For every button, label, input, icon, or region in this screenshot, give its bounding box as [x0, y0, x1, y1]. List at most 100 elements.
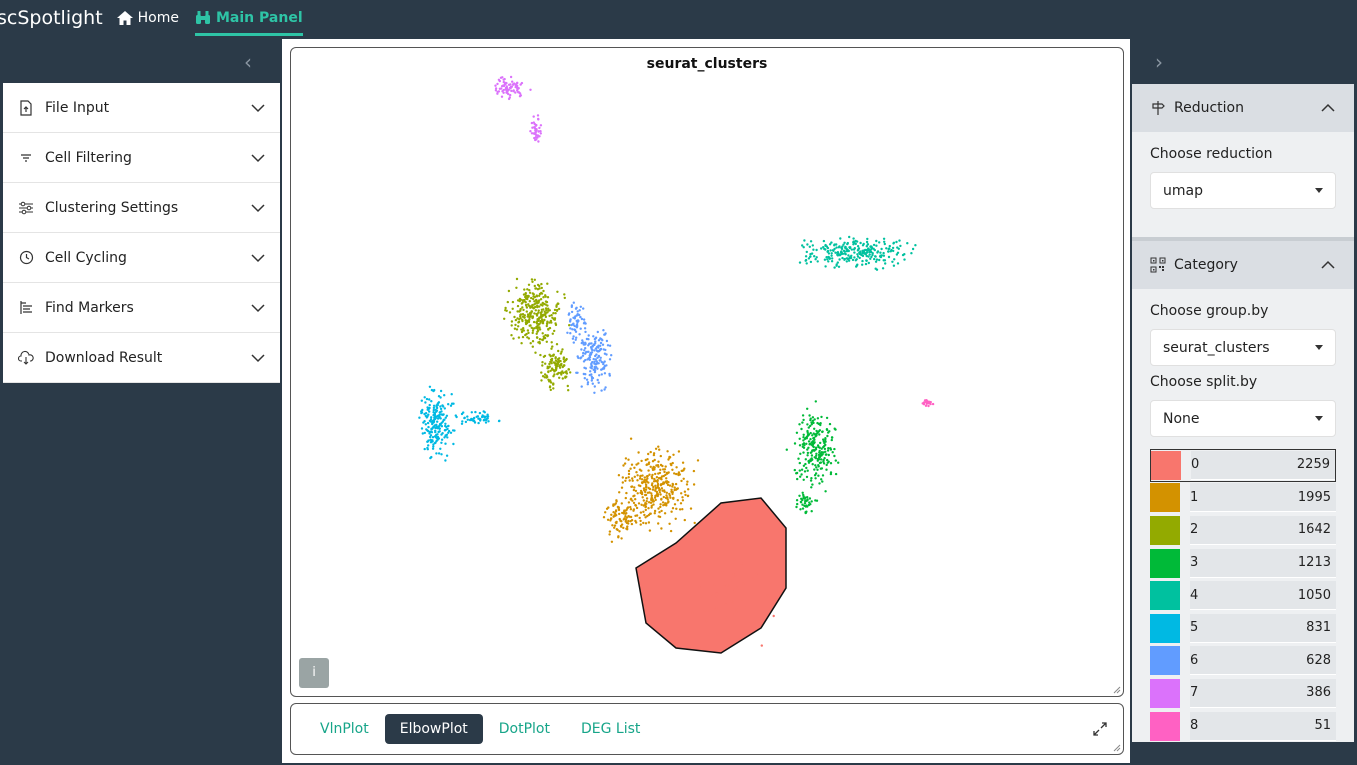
cell-point: [613, 524, 617, 527]
tab-elbowplot[interactable]: ElbowPlot: [384, 714, 483, 744]
cell-point: [623, 517, 626, 520]
chevron-down-icon[interactable]: [250, 100, 266, 116]
cell-point: [435, 409, 439, 412]
chevron-up-icon[interactable]: [1320, 100, 1336, 116]
umap-scatter-plot[interactable]: [291, 48, 1124, 697]
cell-point: [434, 429, 437, 432]
cell-point: [532, 327, 535, 330]
cell-point: [418, 416, 421, 419]
cell-point: [848, 257, 851, 260]
tab-vlnplot[interactable]: VlnPlot: [320, 721, 369, 737]
cell-point: [573, 317, 576, 320]
cell-point: [806, 469, 809, 472]
chevron-down-icon[interactable]: [250, 150, 266, 166]
nav-home[interactable]: Home: [116, 0, 179, 36]
cell-point: [565, 357, 568, 361]
cluster-legend-cell: 6 628: [1190, 646, 1336, 676]
category-header[interactable]: Category: [1132, 241, 1354, 289]
cluster-legend-row[interactable]: 4 1050: [1150, 579, 1336, 612]
chevron-down-icon[interactable]: [250, 300, 266, 316]
groupby-select[interactable]: seurat_clusters: [1150, 329, 1336, 366]
cell-point: [563, 293, 566, 296]
sidebar-item-label: Cell Filtering: [45, 149, 132, 166]
cell-point: [645, 497, 649, 500]
chevron-down-icon[interactable]: [250, 350, 266, 366]
tab-deg-list[interactable]: DEG List: [581, 721, 641, 737]
cluster-legend-row[interactable]: 1 1995: [1150, 482, 1336, 515]
cell-point: [657, 460, 660, 463]
splitby-select[interactable]: None: [1150, 400, 1336, 437]
cluster-legend-row[interactable]: 5 831: [1150, 612, 1336, 645]
resize-handle-icon[interactable]: [1113, 744, 1121, 752]
cell-point: [602, 367, 606, 370]
cluster-legend-row[interactable]: 7 386: [1150, 677, 1336, 710]
sidebar-item-cell-filtering[interactable]: Cell Filtering: [3, 133, 280, 183]
reduction-header[interactable]: Reduction: [1132, 84, 1354, 132]
cell-point: [724, 616, 727, 619]
sidebar-item-download-result[interactable]: Download Result: [3, 333, 280, 383]
cell-point: [869, 257, 872, 260]
sidebar-item-find-markers[interactable]: Find Markers: [3, 283, 280, 333]
cell-point: [829, 448, 833, 451]
cell-point: [513, 82, 516, 85]
cluster-color-swatch[interactable]: [1150, 548, 1180, 578]
cell-point: [837, 246, 841, 249]
cell-point: [809, 438, 812, 441]
cell-point: [656, 494, 659, 498]
collapse-left-sidebar-icon[interactable]: ‹: [244, 50, 252, 74]
expand-icon[interactable]: [1091, 720, 1109, 738]
cell-point: [806, 407, 809, 410]
cell-point: [608, 533, 611, 536]
cell-point: [755, 572, 758, 576]
cell-point: [817, 422, 820, 426]
cluster-legend-row[interactable]: 3 1213: [1150, 547, 1336, 580]
sidebar-item-cell-cycling[interactable]: Cell Cycling: [3, 233, 280, 283]
sidebar-item-clustering-settings[interactable]: Clustering Settings: [3, 183, 280, 233]
chevron-down-icon[interactable]: [250, 200, 266, 216]
sidebar-item-file-input[interactable]: File Input: [3, 83, 280, 133]
cell-point: [441, 404, 444, 407]
cell-point: [634, 498, 637, 501]
nav-home-label: Home: [137, 10, 179, 26]
nav-main-panel[interactable]: Main Panel: [195, 0, 303, 36]
cluster-legend-row[interactable]: 0 2259: [1150, 449, 1336, 482]
cell-point: [572, 322, 575, 326]
cell-point: [588, 342, 592, 345]
info-button[interactable]: i: [299, 658, 329, 688]
cell-point: [606, 344, 610, 347]
cell-point: [866, 248, 869, 252]
resize-handle-icon[interactable]: [1113, 686, 1121, 694]
cell-point: [721, 571, 724, 574]
cluster-legend-row[interactable]: 8 51: [1150, 710, 1336, 743]
cell-point: [630, 522, 634, 526]
cluster-color-swatch[interactable]: [1150, 483, 1180, 513]
cluster-color-swatch[interactable]: [1150, 646, 1180, 676]
chevron-down-icon[interactable]: [250, 250, 266, 266]
cluster-color-swatch[interactable]: [1150, 515, 1180, 545]
cell-point: [675, 472, 678, 476]
umap-plot-container[interactable]: seurat_clusters i: [290, 47, 1124, 697]
cluster-color-swatch[interactable]: [1150, 613, 1180, 643]
collapse-right-sidebar-icon[interactable]: ›: [1155, 50, 1163, 74]
cell-point: [529, 315, 533, 318]
cell-point: [662, 474, 665, 478]
app-brand[interactable]: scSpotlight: [0, 7, 103, 29]
cluster-legend-row[interactable]: 6 628: [1150, 645, 1336, 678]
chevron-up-icon[interactable]: [1320, 257, 1336, 273]
cluster-color-swatch[interactable]: [1150, 678, 1180, 708]
reduction-select[interactable]: umap: [1150, 172, 1336, 209]
cell-point: [574, 307, 578, 310]
tab-dotplot[interactable]: DotPlot: [498, 721, 550, 737]
cell-point: [742, 582, 745, 586]
cell-point: [535, 138, 538, 141]
cluster-color-swatch[interactable]: [1151, 450, 1181, 480]
cell-point: [795, 431, 799, 434]
cell-point: [637, 451, 640, 454]
cluster-legend-row[interactable]: 2 1642: [1150, 514, 1336, 547]
cluster-color-swatch[interactable]: [1150, 711, 1180, 741]
cell-point: [531, 126, 534, 129]
cluster-color-swatch[interactable]: [1150, 581, 1180, 611]
cell-point: [560, 373, 563, 376]
cell-point: [670, 490, 673, 493]
cell-point: [810, 441, 813, 444]
